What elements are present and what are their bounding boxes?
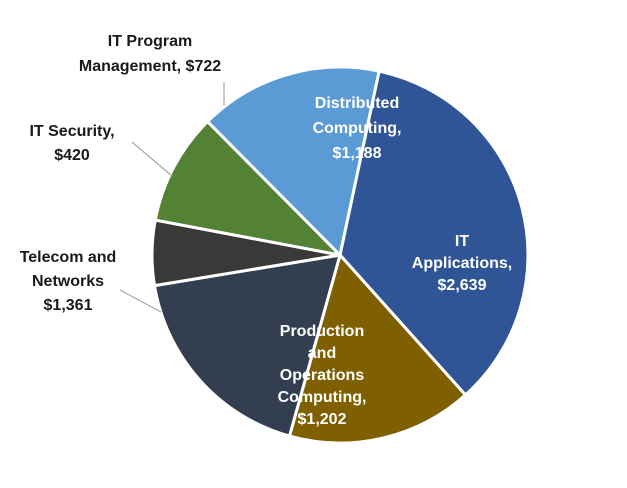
pie-slices bbox=[150, 65, 530, 445]
leader-it-security bbox=[131, 141, 173, 177]
slice-it-applications bbox=[338, 69, 530, 397]
label-line: IT bbox=[455, 233, 469, 250]
label-line: Computing, bbox=[313, 120, 402, 137]
label-line: Networks bbox=[32, 273, 104, 290]
slice-it-program-management bbox=[153, 120, 342, 257]
label-line: $1,202 bbox=[298, 411, 347, 428]
label-line: $1,188 bbox=[333, 145, 382, 162]
label-production-and-operations-computing: Production and Operations Computing, $1,202 bbox=[278, 323, 367, 428]
label-line: $420 bbox=[54, 147, 90, 164]
label-it-program-management: IT Program Management, $722 bbox=[79, 33, 221, 75]
leader-telecom-and-networks bbox=[119, 289, 162, 313]
slice-distributed-computing bbox=[206, 65, 381, 257]
label-line: Production bbox=[280, 323, 364, 340]
label-distributed-computing: Distributed Computing, $1,188 bbox=[313, 95, 402, 162]
slice-labels: IT Applications, $2,639 Production and Operat… bbox=[20, 33, 513, 428]
label-it-security: IT Security, $420 bbox=[29, 123, 114, 164]
label-line: Computing, bbox=[278, 389, 367, 406]
label-line: and bbox=[308, 345, 336, 362]
label-line: Operations bbox=[280, 367, 365, 384]
label-line: $2,639 bbox=[438, 277, 487, 294]
label-line: IT Program bbox=[108, 33, 192, 50]
label-line: Distributed bbox=[315, 95, 399, 112]
label-it-applications: IT Applications, $2,639 bbox=[412, 233, 512, 294]
label-line: Management, $722 bbox=[79, 58, 221, 75]
leader-lines bbox=[119, 82, 225, 313]
label-telecom-and-networks: Telecom and Networks $1,361 bbox=[20, 249, 117, 314]
label-line: IT Security, bbox=[29, 123, 114, 140]
label-line: Telecom and bbox=[20, 249, 117, 266]
label-line: Applications, bbox=[412, 255, 512, 272]
slice-production-and-operations-computing bbox=[287, 253, 467, 445]
slice-telecom-and-networks bbox=[153, 253, 342, 438]
label-line: $1,361 bbox=[44, 297, 93, 314]
